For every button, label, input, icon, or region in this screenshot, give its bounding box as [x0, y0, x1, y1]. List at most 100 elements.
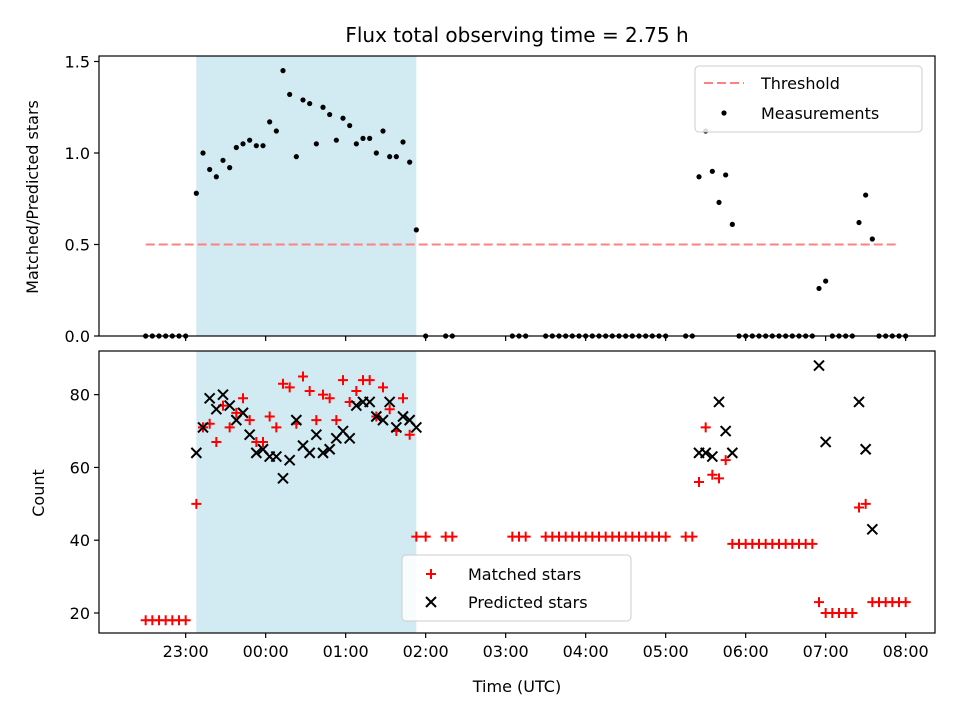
- bottom-legend-box: [401, 554, 632, 622]
- top-shaded-interval: [196, 56, 417, 336]
- measurement-point: [869, 236, 875, 242]
- predicted-star-point: [713, 396, 725, 408]
- matched-star-point: [191, 498, 202, 509]
- x-tick-label: 08:00: [883, 642, 929, 661]
- measurement-point: [729, 221, 735, 227]
- top-y-tick-label: 0.5: [65, 235, 90, 254]
- predicted-star-point: [323, 443, 336, 455]
- measurement-point: [367, 135, 373, 141]
- measurement-point: [260, 143, 266, 149]
- matched-star-point: [807, 538, 818, 549]
- legend-threshold-label: Threshold: [760, 74, 840, 93]
- predicted-star-point: [243, 428, 256, 441]
- predicted-star-point: [237, 407, 249, 419]
- measurement-point: [380, 128, 386, 134]
- matched-star-point: [707, 469, 718, 480]
- predicted-star-point: [719, 425, 732, 437]
- measurement-point: [247, 137, 253, 143]
- legend-measurement-swatch: [721, 110, 727, 116]
- matched-star-point: [331, 415, 342, 426]
- matched-star-point: [271, 422, 282, 433]
- top-y-tick-label: 0.0: [65, 327, 90, 346]
- predicted-star-point: [410, 421, 423, 434]
- matched-star-point: [231, 407, 242, 418]
- predicted-star-point: [819, 436, 832, 448]
- matched-star-point: [364, 375, 375, 386]
- matched-star-point: [351, 386, 362, 397]
- measurement-point: [353, 141, 359, 147]
- predicted-star-point: [270, 450, 283, 463]
- measurement-point: [207, 166, 213, 173]
- measurement-point: [273, 128, 279, 134]
- matched-star-point: [338, 375, 348, 386]
- matched-star-point: [311, 415, 322, 426]
- predicted-star-point: [813, 359, 825, 372]
- predicted-star-point: [706, 450, 719, 463]
- measurement-point: [267, 119, 273, 125]
- measurement-point: [407, 159, 413, 165]
- legend-predicted-swatch: [425, 596, 437, 608]
- x-tick-label: 01:00: [323, 642, 369, 661]
- predicted-star-point: [250, 447, 263, 459]
- matched-star-point: [404, 429, 415, 440]
- measurement-point: [200, 150, 206, 156]
- measurement-point: [307, 100, 313, 107]
- bottom-series-1: [140, 371, 911, 626]
- predicted-star-point: [203, 392, 216, 405]
- measurement-point: [253, 143, 259, 149]
- top-y-axis-label: Matched/Predicted stars: [23, 100, 42, 294]
- measurement-point: [347, 122, 353, 129]
- matched-star-point: [694, 476, 704, 487]
- predicted-star-point: [343, 432, 356, 445]
- matched-star-point: [420, 531, 431, 542]
- predicted-star-point: [866, 523, 879, 536]
- predicted-star-point: [217, 388, 229, 401]
- bottom-legend: Matched stars Predicted stars: [401, 554, 632, 622]
- measurement-point: [213, 174, 219, 180]
- matched-star-point: [278, 378, 288, 389]
- matched-star-point: [238, 393, 248, 404]
- chart-title: Flux total observing time = 2.75 h: [345, 23, 688, 47]
- measurement-point: [193, 190, 199, 196]
- measurement-point: [287, 91, 293, 98]
- predicted-star-point: [310, 428, 323, 441]
- matched-star-point: [318, 389, 328, 400]
- x-tick-label: 03:00: [483, 642, 529, 661]
- predicted-star-point: [363, 396, 376, 408]
- measurement-point: [373, 150, 379, 156]
- measurement-point: [387, 154, 393, 160]
- measurement-point: [327, 111, 333, 118]
- predicted-star-point: [283, 454, 296, 466]
- top-legend-box: [694, 65, 923, 133]
- top-axes-frame: [98, 55, 936, 337]
- matched-star-point: [720, 455, 731, 466]
- matched-star-point: [378, 382, 388, 393]
- predicted-star-point: [377, 414, 389, 426]
- legend-measurement-label: Measurements: [761, 104, 879, 123]
- x-tick-label: 02:00: [403, 642, 449, 661]
- bottom-axes-frame: [98, 350, 936, 634]
- measurement-point: [360, 135, 366, 141]
- predicted-star-point: [370, 410, 383, 423]
- predicted-star-point: [223, 399, 236, 412]
- measurement-point: [240, 141, 246, 147]
- predicted-star-point: [383, 396, 396, 408]
- matched-star-point: [714, 473, 724, 484]
- matched-star-point: [224, 422, 235, 433]
- x-tick-label: 05:00: [643, 642, 689, 661]
- measurement-point: [716, 199, 722, 206]
- bottom-y-tick-label: 80: [70, 386, 90, 405]
- predicted-star-point: [277, 472, 289, 485]
- measurement-point: [340, 115, 346, 121]
- matched-star-point: [298, 371, 308, 382]
- predicted-star-point: [290, 414, 303, 426]
- top-panel: 0.0 0.5 1.0 1.5 Threshold Measurements: [65, 52, 936, 346]
- predicted-star-point: [390, 421, 403, 434]
- measurement-point: [413, 227, 419, 233]
- matched-star-point: [180, 615, 191, 626]
- matched-star-point: [847, 607, 858, 618]
- top-y-tick-label: 1.0: [65, 144, 90, 163]
- predicted-star-point: [397, 410, 409, 423]
- measurement-point: [823, 278, 829, 284]
- x-tick-label: 07:00: [803, 642, 849, 661]
